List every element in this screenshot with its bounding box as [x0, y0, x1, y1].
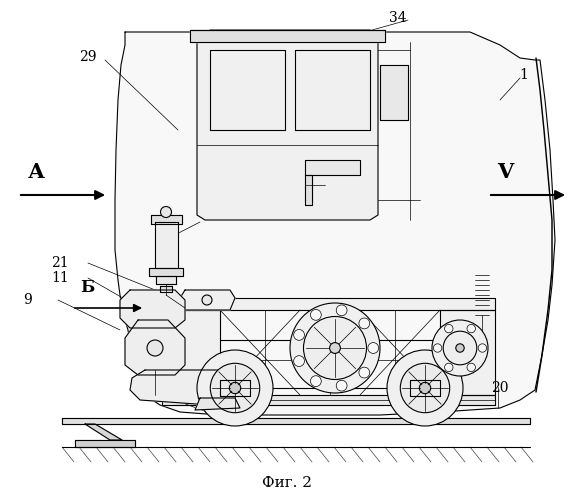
- Circle shape: [419, 382, 431, 394]
- Text: 11: 11: [51, 271, 69, 285]
- Polygon shape: [155, 222, 178, 268]
- Polygon shape: [295, 50, 370, 130]
- Circle shape: [336, 380, 347, 391]
- Circle shape: [211, 364, 260, 412]
- Text: Фиг. 2: Фиг. 2: [262, 476, 312, 490]
- Circle shape: [310, 376, 321, 386]
- Circle shape: [445, 363, 453, 372]
- Circle shape: [443, 331, 477, 365]
- Polygon shape: [85, 424, 122, 440]
- Polygon shape: [125, 320, 185, 375]
- Circle shape: [478, 344, 487, 352]
- Circle shape: [161, 206, 172, 218]
- Text: V: V: [497, 162, 513, 182]
- Text: 34: 34: [389, 11, 407, 25]
- Circle shape: [336, 305, 347, 316]
- Circle shape: [467, 324, 476, 333]
- Polygon shape: [162, 310, 220, 395]
- Polygon shape: [210, 50, 285, 130]
- Polygon shape: [115, 32, 555, 415]
- Circle shape: [293, 330, 304, 340]
- Circle shape: [290, 303, 380, 393]
- Polygon shape: [197, 30, 378, 220]
- Polygon shape: [120, 290, 185, 328]
- Circle shape: [310, 310, 321, 320]
- Circle shape: [329, 342, 340, 353]
- Polygon shape: [75, 440, 135, 447]
- Polygon shape: [180, 290, 235, 310]
- Polygon shape: [305, 160, 360, 175]
- Text: Б: Б: [80, 279, 94, 296]
- Polygon shape: [151, 215, 182, 224]
- Circle shape: [387, 350, 463, 426]
- Circle shape: [147, 340, 163, 356]
- Circle shape: [368, 342, 379, 353]
- Circle shape: [359, 318, 369, 329]
- Circle shape: [433, 344, 442, 352]
- Polygon shape: [305, 175, 312, 205]
- Text: 9: 9: [24, 293, 32, 307]
- Circle shape: [359, 367, 369, 378]
- Circle shape: [303, 316, 367, 380]
- Polygon shape: [410, 380, 440, 396]
- Circle shape: [400, 364, 450, 412]
- Text: 21: 21: [51, 256, 69, 270]
- Polygon shape: [62, 418, 530, 424]
- Polygon shape: [195, 398, 240, 410]
- Polygon shape: [130, 370, 240, 405]
- Text: 29: 29: [79, 50, 97, 64]
- Text: А: А: [28, 162, 45, 182]
- Polygon shape: [149, 268, 183, 276]
- Polygon shape: [162, 395, 495, 405]
- Circle shape: [293, 356, 304, 366]
- Circle shape: [202, 295, 212, 305]
- Polygon shape: [160, 286, 172, 292]
- Text: 1: 1: [520, 68, 528, 82]
- Circle shape: [456, 344, 464, 352]
- Polygon shape: [440, 310, 495, 395]
- Polygon shape: [162, 298, 495, 310]
- Polygon shape: [190, 30, 385, 42]
- Circle shape: [197, 350, 273, 426]
- Circle shape: [229, 382, 241, 394]
- Circle shape: [432, 320, 488, 376]
- Polygon shape: [220, 380, 250, 396]
- Circle shape: [467, 363, 476, 372]
- Text: 20: 20: [491, 381, 509, 395]
- Polygon shape: [156, 276, 176, 284]
- Polygon shape: [380, 65, 408, 120]
- Circle shape: [445, 324, 453, 333]
